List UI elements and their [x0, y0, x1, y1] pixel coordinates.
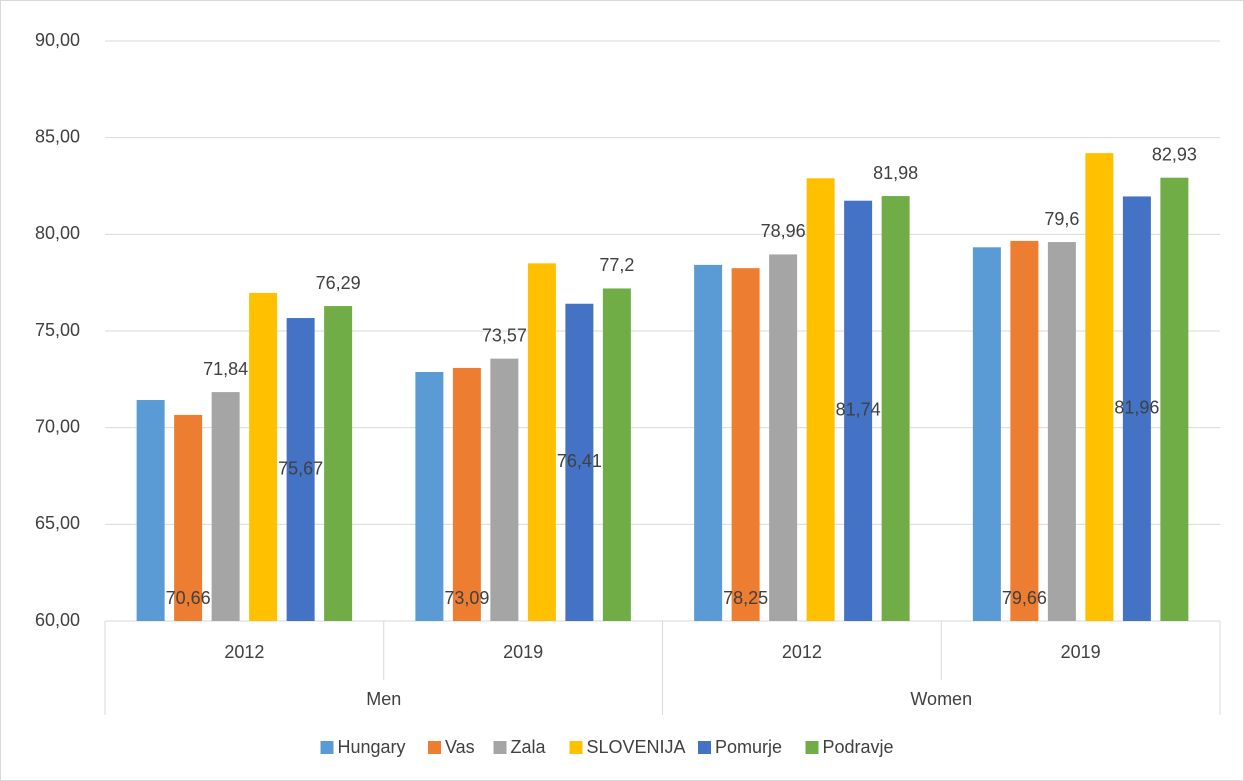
bar: [1160, 177, 1189, 622]
data-label: 70,66: [166, 588, 211, 608]
bar: [1085, 153, 1114, 621]
group-label: Men: [366, 689, 401, 709]
bar: [565, 303, 594, 621]
x-tick-label: 2012: [782, 642, 822, 662]
data-label: 81,98: [873, 163, 918, 183]
data-label: 79,6: [1044, 209, 1079, 229]
bar: [249, 292, 278, 621]
y-tick-label: 90,00: [35, 30, 80, 50]
legend-label: Hungary: [338, 737, 406, 757]
bar: [1122, 196, 1151, 621]
x-tick-label: 2012: [224, 642, 264, 662]
legend-label: SLOVENIJA: [587, 737, 686, 757]
bar: [881, 196, 910, 621]
data-label: 75,67: [278, 458, 323, 478]
bar: [806, 178, 835, 621]
data-label: 71,84: [203, 359, 248, 379]
data-label: 76,41: [557, 451, 602, 471]
x-tick-label: 2019: [503, 642, 543, 662]
bar: [136, 400, 165, 621]
legend-label: Vas: [445, 737, 475, 757]
data-label: 78,25: [723, 588, 768, 608]
bar: [1010, 240, 1039, 621]
bar: [972, 247, 1001, 621]
legend-swatch: [805, 741, 819, 754]
legend-label: Pomurje: [715, 737, 782, 757]
bar: [286, 318, 315, 621]
legend-label: Zala: [511, 737, 547, 757]
bar: [602, 288, 631, 621]
bar: [844, 200, 873, 621]
bar: [324, 306, 353, 621]
y-tick-label: 70,00: [35, 416, 80, 436]
data-label: 82,93: [1152, 144, 1197, 164]
bar: [1047, 242, 1076, 622]
y-tick-label: 85,00: [35, 126, 80, 146]
data-label: 79,66: [1002, 588, 1047, 608]
y-tick-label: 60,00: [35, 610, 80, 630]
legend-swatch: [493, 741, 507, 754]
legend-swatch: [320, 741, 334, 754]
data-label: 73,57: [482, 325, 527, 345]
legend-label: Podravje: [823, 737, 894, 757]
bar: [490, 358, 519, 621]
y-tick-label: 80,00: [35, 223, 80, 243]
y-tick-label: 75,00: [35, 320, 80, 340]
y-tick-label: 65,00: [35, 513, 80, 533]
data-label: 73,09: [444, 588, 489, 608]
bar: [452, 367, 481, 621]
data-label: 81,96: [1114, 397, 1159, 417]
legend-swatch: [428, 741, 441, 754]
bar: [769, 254, 798, 621]
bar: [694, 264, 723, 621]
legend-swatch: [698, 741, 711, 754]
bar: [174, 414, 203, 621]
x-tick-label: 2019: [1061, 642, 1101, 662]
bar: [415, 371, 444, 621]
data-label: 81,74: [836, 400, 881, 420]
data-label: 77,2: [599, 255, 634, 275]
bar: [731, 268, 760, 621]
legend-swatch: [569, 741, 583, 754]
bar: [527, 263, 556, 621]
bar: [211, 392, 240, 621]
group-label: Women: [910, 689, 972, 709]
data-label: 76,29: [316, 273, 361, 293]
data-label: 78,96: [761, 221, 806, 241]
